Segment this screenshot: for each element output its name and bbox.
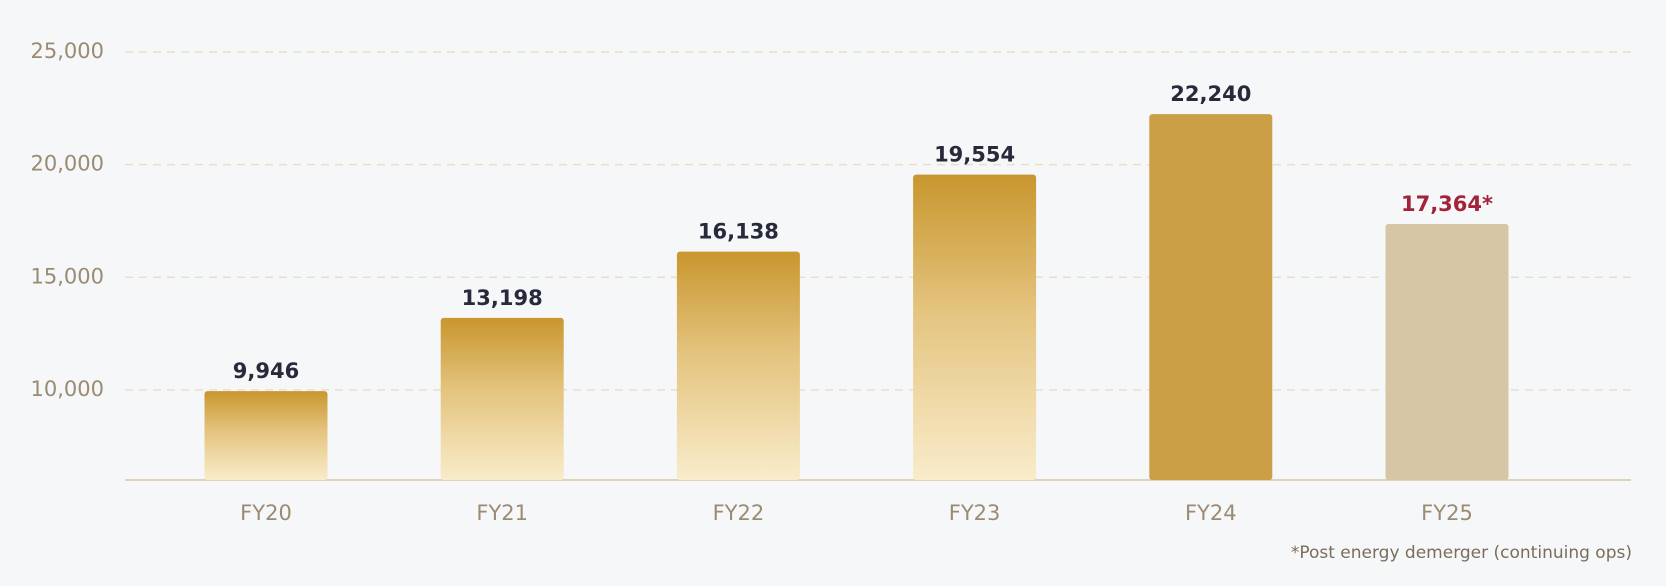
y-tick-label: 20,000: [31, 152, 104, 176]
x-tick-label: FY22: [713, 501, 765, 525]
value-label: 13,198: [462, 286, 543, 310]
value-label: 16,138: [698, 220, 779, 244]
value-label: 17,364*: [1401, 192, 1493, 216]
value-label: 22,240: [1170, 82, 1251, 106]
y-tick-label: 15,000: [31, 264, 104, 288]
footnote: *Post energy demerger (continuing ops): [1291, 543, 1632, 563]
bar: [676, 251, 800, 480]
x-tick-label: FY25: [1421, 501, 1473, 525]
x-tick-label: FY21: [476, 501, 528, 525]
x-tick-label: FY24: [1185, 501, 1237, 525]
value-label: 19,554: [934, 143, 1015, 167]
bar: [913, 174, 1037, 480]
bar: [440, 317, 564, 480]
bar: [204, 391, 328, 480]
bar: [1385, 224, 1509, 480]
x-tick-label: FY20: [240, 501, 292, 525]
x-tick-label: FY23: [949, 501, 1001, 525]
y-tick-label: 25,000: [31, 39, 104, 63]
bar: [1149, 114, 1273, 480]
y-tick-label: 10,000: [31, 377, 104, 401]
value-label: 9,946: [233, 359, 299, 383]
